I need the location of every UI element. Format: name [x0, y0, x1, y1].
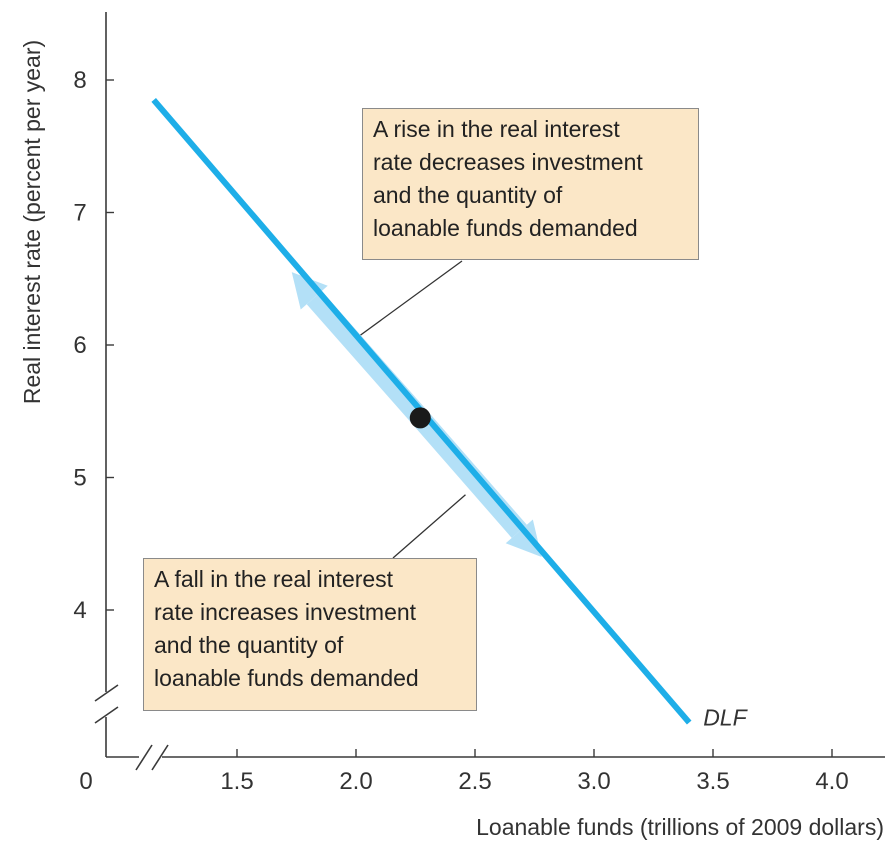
pointer-line-fall [392, 494, 466, 559]
x-tick-label-1.5: 1.5 [220, 768, 253, 795]
x-tick-label-2.0: 2.0 [339, 768, 372, 795]
annotation-rise-box: A rise in the real interest rate decreas… [362, 108, 699, 260]
axes [94, 12, 885, 771]
y-axis-title: Real interest rate (percent per year) [19, 40, 45, 404]
y-tick-label-6: 6 [73, 332, 86, 359]
y-tick-label-8: 8 [73, 67, 86, 94]
y-tick-label-7: 7 [73, 200, 86, 227]
annotation-fall-line-2: rate increases investment [154, 599, 417, 625]
annotation-rise-line-4: loanable funds demanded [373, 215, 638, 241]
movement-arrows [291, 272, 542, 557]
x-axis-break-mark-2 [151, 744, 169, 771]
annotation-fall-line-3: and the quantity of [154, 632, 344, 658]
x-axis-title: Loanable funds (trillions of 2009 dollar… [476, 814, 884, 840]
chart-points [409, 407, 431, 429]
annotation-rise-line-3: and the quantity of [373, 182, 563, 208]
x-tick-label-4.0: 4.0 [815, 768, 848, 795]
y-tick-label-5: 5 [73, 465, 86, 492]
equilibrium-point [409, 407, 431, 429]
x-axis-break-mark-1 [135, 744, 153, 771]
movement-arrow-shaft-1 [306, 291, 428, 425]
movement-arrow-head-2 [505, 519, 542, 557]
y-tick-label-4: 4 [73, 597, 86, 624]
annotation-fall-line-4: loanable funds demanded [154, 665, 419, 691]
movement-arrow-head-1 [291, 272, 328, 310]
annotation-rise-line-2: rate decreases investment [373, 149, 643, 175]
origin-label: 0 [79, 768, 92, 795]
x-tick-label-2.5: 2.5 [458, 768, 491, 795]
movement-arrow-shaft-2 [412, 411, 527, 538]
x-tick-label-3.5: 3.5 [696, 768, 729, 795]
annotation-fall-box: A fall in the real interest rate increas… [143, 558, 477, 711]
curve-label-DLF: DLF [703, 705, 748, 731]
ticks: 1.5 2.0 2.5 3.0 3.5 4.0 4 5 6 7 8 [73, 67, 848, 795]
pointer-line-rise [355, 260, 463, 339]
y-axis-break-mark-1 [94, 684, 119, 702]
annotation-rise-line-1: A rise in the real interest [373, 116, 620, 142]
x-tick-label-3.0: 3.0 [577, 768, 610, 795]
annotation-fall-line-1: A fall in the real interest [154, 566, 394, 592]
y-axis-break-mark-2 [94, 706, 119, 724]
annotation-pointers [355, 260, 466, 559]
